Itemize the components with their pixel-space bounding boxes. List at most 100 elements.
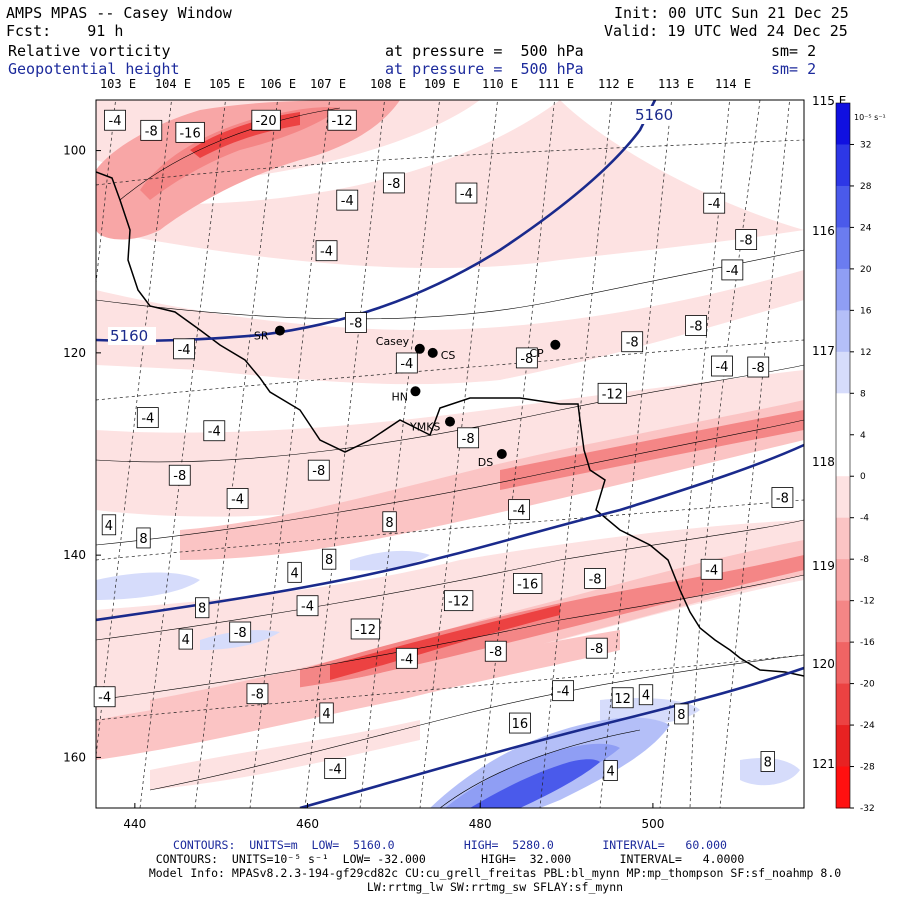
y-tick-label: 140 <box>63 548 86 562</box>
valid-time: Valid: 19 UTC Wed 24 Dec 25 <box>604 22 848 40</box>
contour-label-box <box>307 459 330 481</box>
station-label: Casey <box>376 335 410 348</box>
height-contour <box>299 666 804 808</box>
map-title: AMPS MPAS -- Casey Window <box>6 4 232 22</box>
contour-label-box <box>443 590 474 612</box>
contour-label: 8 <box>198 602 206 617</box>
contour-label: 4 <box>322 707 330 722</box>
station-marker <box>445 416 455 427</box>
contour-label-box <box>382 172 405 194</box>
colorbar-tick-label: 28 <box>860 182 872 192</box>
top-lon-label: 106 E <box>259 77 297 91</box>
vorticity-contour <box>149 654 804 791</box>
contour-label: -4 <box>715 360 728 375</box>
contour-label: -8 <box>489 645 502 660</box>
vorticity-shading <box>96 100 804 808</box>
latitude-circle <box>96 339 804 401</box>
contour-label-box <box>101 514 117 536</box>
contour-label-box <box>747 356 770 378</box>
contour-label-box <box>771 487 794 508</box>
top-lon-label: 113 E <box>657 77 695 91</box>
contour-label-box <box>395 647 418 669</box>
contour-label: -16 <box>179 126 200 141</box>
latitude-circle <box>96 654 804 721</box>
contour-label: 8 <box>677 708 685 723</box>
contour-label: -8 <box>462 432 475 447</box>
colorbar-tick-label: -4 <box>860 514 869 524</box>
contour-label: -8 <box>234 626 247 641</box>
latitude-circle <box>96 499 804 561</box>
station-marker <box>414 343 425 354</box>
contour-label-box <box>585 637 608 659</box>
colorbar-tick-label: 12 <box>860 348 871 358</box>
contour-label-box <box>584 568 606 589</box>
contour-label: -12 <box>602 387 623 402</box>
y-tick-label: 100 <box>63 144 86 158</box>
contour-label: -4 <box>109 114 122 129</box>
colorbar-tick-label: -32 <box>860 804 875 814</box>
colorbar-swatch <box>836 434 850 477</box>
field2-name: Geopotential height <box>8 60 180 78</box>
colorbar-swatch <box>836 600 850 643</box>
contour-label-box <box>674 703 689 725</box>
colorbar-swatch <box>836 725 850 768</box>
plot-frame <box>95 99 805 809</box>
vorticity-contour <box>96 519 804 641</box>
colorbar-tick-label: 16 <box>860 306 872 316</box>
contour-label-box <box>382 511 397 533</box>
colorbar-frame <box>835 102 851 809</box>
station-label: DS <box>478 456 493 469</box>
colorbar-tick-label: 8 <box>860 389 866 399</box>
init-time: Init: 00 UTC Sun 21 Dec 25 <box>614 4 849 22</box>
colorbar-tick-label: 20 <box>860 265 872 275</box>
contour-label: 8 <box>139 532 147 547</box>
contour-label-box <box>700 558 723 580</box>
contour-label-box <box>611 687 634 709</box>
contour-label-box <box>721 259 744 281</box>
height-contour-label: 5160 <box>110 327 148 345</box>
vorticity-contour <box>439 729 641 808</box>
contour-label: 4 <box>182 633 190 648</box>
colorbar-swatch <box>836 393 850 436</box>
contour-label-box <box>484 640 507 662</box>
contour-label: -4 <box>400 652 413 667</box>
contour-label-box <box>140 119 163 141</box>
colorbar-tick-label: -24 <box>860 721 875 731</box>
contour-label: -4 <box>329 763 342 778</box>
contour-label-box <box>597 382 627 404</box>
contour-label-box <box>703 192 726 214</box>
contour-label-box <box>178 628 193 650</box>
contour-label-box <box>685 315 707 336</box>
contour-label: 4 <box>290 566 298 581</box>
contour-label-box <box>735 229 758 250</box>
contour-label: -4 <box>98 691 111 706</box>
contour-label: -8 <box>145 124 158 139</box>
vorticity-contour <box>96 364 804 463</box>
colorbar-swatch <box>836 268 850 311</box>
colorbar-tick-label: -8 <box>860 555 869 565</box>
contour-label-box <box>395 352 418 374</box>
contour-label: -8 <box>387 177 400 192</box>
contour-label: -4 <box>178 343 191 358</box>
contour-label: -4 <box>400 357 413 372</box>
colorbar-tick-label: -20 <box>860 680 875 690</box>
station-label: CP <box>529 347 544 360</box>
contour-label-box <box>321 548 337 570</box>
top-lon-label: 114 E <box>714 77 752 91</box>
colorbar-tick-label: -28 <box>860 763 875 773</box>
vorticity-contour <box>96 419 804 546</box>
contour-label: 16 <box>512 717 529 732</box>
contour-label-box <box>324 758 347 779</box>
contour-label-box <box>336 189 359 211</box>
colorbar-swatch <box>836 517 850 560</box>
height-label-bg <box>633 106 681 124</box>
colorbar-units: 10⁻⁵ s⁻¹ <box>854 113 886 122</box>
station-label: CS <box>441 349 456 362</box>
contour-label-box <box>760 751 775 772</box>
field1-pressure: at pressure = 500 hPa <box>385 42 584 60</box>
contour-label-box <box>509 712 531 734</box>
field2-smoothing: sm= 2 <box>771 60 817 78</box>
contour-label: -8 <box>690 320 703 335</box>
top-lon-label: 107 E <box>309 77 347 91</box>
